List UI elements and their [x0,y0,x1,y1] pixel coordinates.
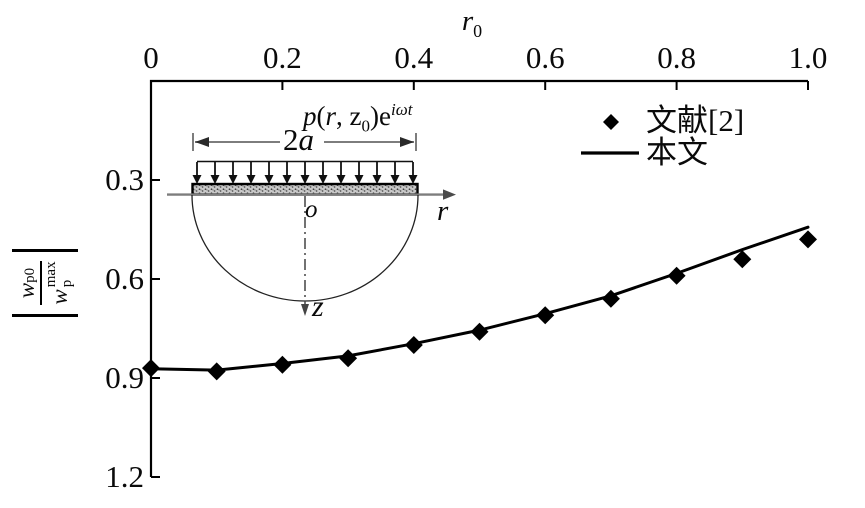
legend-diamond-marker [603,114,619,130]
load-label-z: z [349,101,362,131]
fraction-numerator: w p0 [13,267,39,299]
inset-diagram [167,133,456,316]
axis-lines [149,79,808,477]
series-line-benwen [149,225,810,372]
load-arrow-head [246,175,256,184]
load-label-z-sub: 0 [361,116,371,136]
dim-label-symbol: a [298,122,315,157]
inset-dimension-line [192,133,417,151]
abs-bar-left [12,313,78,317]
inset-load-label: p(r, z0)eiωt [303,96,412,140]
load-arrow-head [390,175,400,184]
load-arrow-head [336,175,346,184]
load-label-p: p [303,101,317,131]
data-point-diamond [142,359,160,378]
x-tick-label: 0.2 [263,40,302,75]
data-point-diamond [339,349,358,368]
inset-loaded-strip [191,182,419,196]
x-tick-label: 0.6 [525,40,565,75]
numerator-sub: p0 [21,267,38,283]
dim-label-coef: 2 [283,122,299,157]
inset-load-arrows [192,162,418,184]
x-tick-label: 0.4 [394,40,434,75]
y-tick-label: 0.3 [105,162,144,197]
x-tick-label: 1.0 [788,40,828,75]
inset-z-axis-arrow [301,304,309,316]
load-arrow-head [228,175,238,184]
inset-dim-arrow-right [400,137,414,147]
x-axis-title: r0 [427,5,517,47]
load-arrow-head [372,175,382,184]
legend-entry-this-paper: 本文 [646,135,708,170]
load-arrow-head [264,175,274,184]
load-arrow-head [192,175,202,184]
data-point-diamond [404,336,423,354]
x-axis-title-sub: 0 [473,20,483,41]
load-arrow-head [408,175,418,184]
fraction-line [39,261,42,305]
inset-origin-label: o [305,196,318,223]
inset-dim-arrow-left [195,137,209,147]
load-arrow-head [354,175,364,184]
data-point-diamond [733,250,752,269]
load-arrow-head [282,175,292,184]
load-label-open: ( [316,101,326,131]
data-point-diamond [667,266,686,285]
data-point-diamond [470,322,489,341]
load-label-comma: , [336,101,350,131]
load-label-exp: iωt [390,100,413,119]
load-arrow-head [210,175,220,184]
x-tick-label: 0 [143,40,159,75]
inset-r-axis-arrow [443,189,456,200]
data-point-diamond [273,355,292,374]
data-point-diamond [601,289,620,308]
inset-dim-label: 2a [283,124,314,156]
y-tick-label: 0.9 [105,360,144,395]
numerator-base: w [13,282,39,299]
y-tick-label: 1.2 [105,459,144,494]
data-point-diamond [799,230,817,249]
x-axis-title-base: r [461,5,474,37]
abs-bar-right [12,249,78,253]
load-label-r: r [325,101,337,131]
load-arrow-head [300,175,310,184]
data-point-diamond [536,306,555,325]
load-label-close: )e [370,101,391,131]
x-tick-label: 0.8 [657,40,696,75]
load-arrow-head [318,175,328,184]
legend-entry-reference: 文献[2] [646,103,745,138]
inset-z-axis-label: z [312,290,324,323]
data-point-diamond [207,362,226,381]
inset-r-axis-label: r [437,195,449,227]
y-tick-label: 0.6 [105,261,144,296]
inset-halfspace-arc [191,194,419,302]
